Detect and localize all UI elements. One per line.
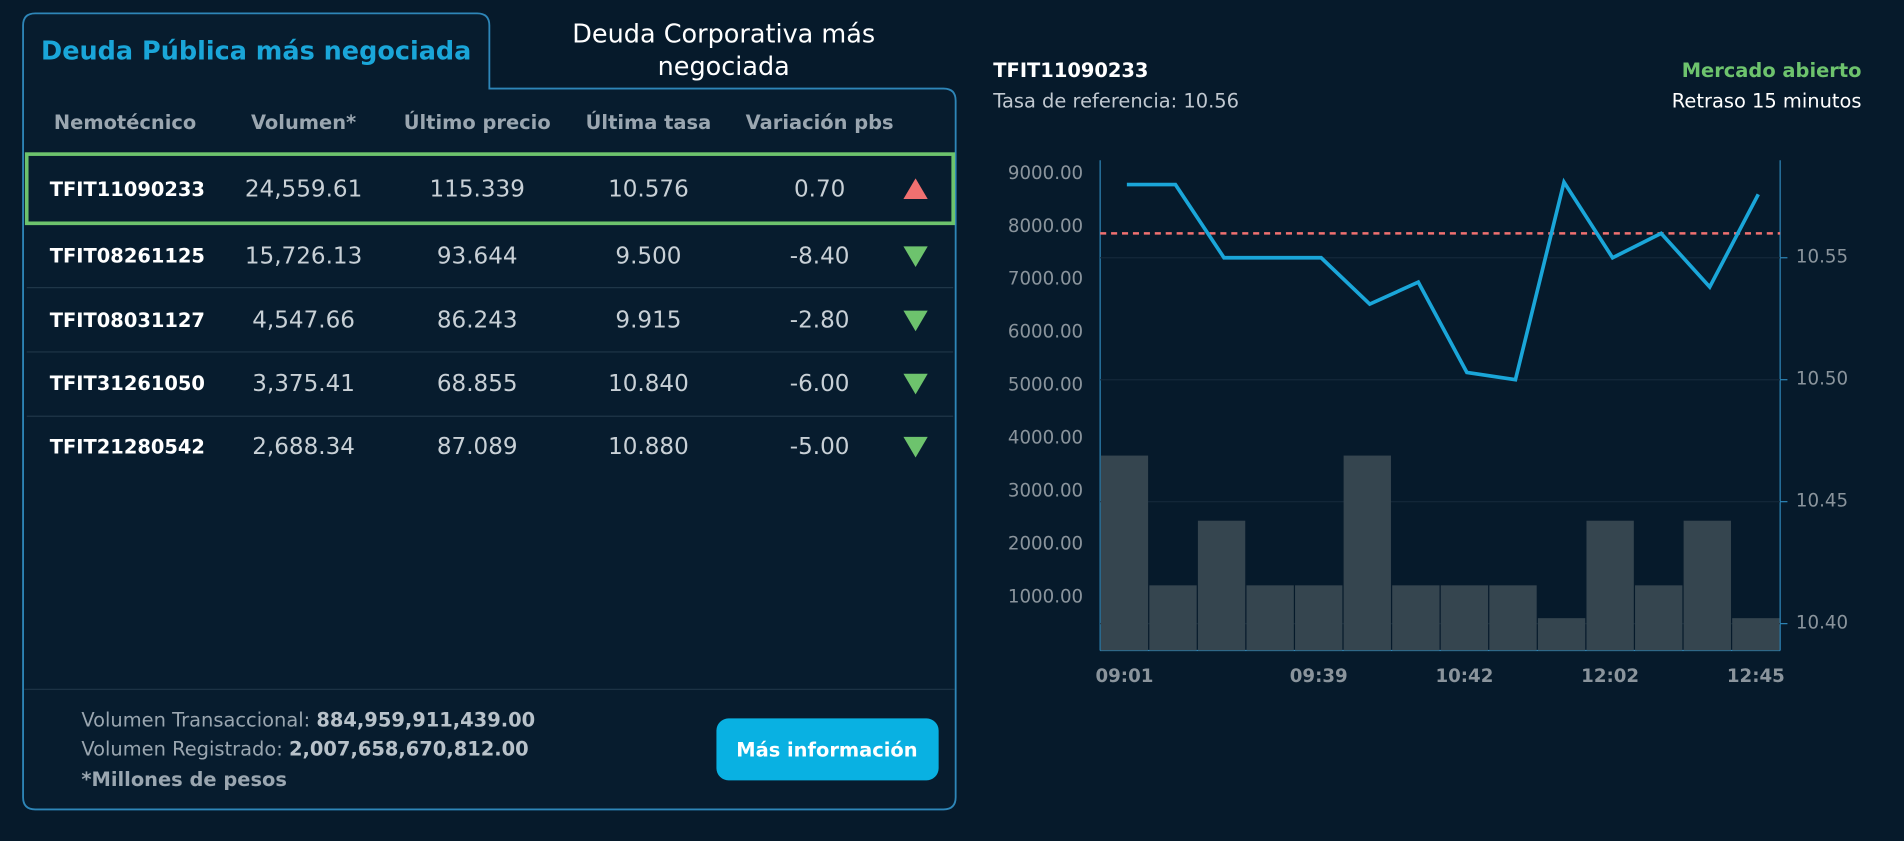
cell: 2,688.34 [252,433,355,460]
y2-tick-label: 10.50 [1796,369,1848,390]
y2-tick-label: 10.45 [1796,491,1848,512]
footer-line: Volumen Registrado: 2,007,658,670,812.00 [81,737,528,760]
panel-border [22,12,957,811]
y-tick-label: 5000.00 [1008,375,1083,396]
bar [1635,585,1683,651]
cell: 24,559.61 [244,175,363,203]
cell: 68.855 [436,370,518,397]
selected-row [24,152,956,226]
y-tick-label: 8000.00 [1008,216,1083,237]
bar [1489,585,1537,651]
cell: 9.915 [615,307,682,334]
cell-symbol: TFIT08031127 [49,308,205,332]
cell: 87.089 [436,433,518,460]
bar [1246,585,1294,651]
y-tick-label: 4000.00 [1008,428,1083,449]
bar [1343,455,1391,651]
cell: 9.500 [615,242,682,270]
label: Volumen Transaccional: [81,708,311,732]
y2-tick-label: 10.55 [1796,247,1848,268]
label: Volumen Registrado: [81,737,283,761]
market-status: Mercado abierto [1681,58,1862,82]
cell: 0.70 [793,175,846,203]
footnote: *Millones de pesos [81,767,287,791]
tab-active[interactable]: Deuda Pública más negociada [41,36,472,66]
cell: 86.243 [436,307,518,334]
x-tick-label: 09:39 [1290,666,1348,687]
cell: -8.40 [789,242,850,270]
value: 2,007,658,670,812.00 [289,737,529,761]
y-tick-label: 2000.00 [1008,534,1083,555]
cell-symbol: TFIT31261050 [49,371,205,396]
y-tick-label: 1000.00 [1008,587,1083,608]
bar [1100,455,1149,651]
cell-symbol: TFIT08261125 [49,244,205,268]
arrow-down [903,436,928,458]
cell: 93.644 [436,242,518,270]
column-header: Nemotécnico [53,111,197,135]
cell: -5.00 [789,433,850,460]
x-tick-label: 12:45 [1727,666,1785,687]
reference: Tasa de referencia: 10.56 [993,89,1239,112]
x-tick-label: 09:01 [1095,666,1153,687]
cell: 4,547.66 [252,307,355,334]
x-tick-label: 12:02 [1581,666,1639,687]
bar [1732,618,1780,651]
arrow-up [903,178,928,200]
y-tick-label: 7000.00 [1008,269,1083,290]
rate-line [1126,177,1760,382]
y-tick-label: 9000.00 [1008,163,1083,184]
y-tick-label: 3000.00 [1008,481,1083,502]
column-header: Variación pbs [745,111,894,135]
y-tick-label: 6000.00 [1008,322,1083,343]
bar [1683,520,1731,651]
chart-title: TFIT11090233 [993,58,1149,82]
value: 884,959,911,439.00 [316,708,536,732]
arrow-down [903,310,928,332]
cell-symbol: TFIT11090233 [49,177,205,201]
label: Tasa de referencia: [993,89,1178,113]
arrow-down [903,246,928,267]
cell: 10.880 [608,433,689,460]
footer-line: Volumen Transaccional: 884,959,911,439.0… [81,708,535,731]
bar [1440,585,1489,651]
bar [1392,585,1440,651]
more-info-button[interactable] [716,718,939,781]
cell-symbol: TFIT21280542 [49,435,205,459]
column-header: Último precio [403,111,551,135]
cell: 10.840 [608,370,689,397]
cell: -6.00 [789,370,850,397]
button-label[interactable]: Más información [736,738,918,762]
cell: 10.576 [608,175,689,203]
bar [1586,520,1634,651]
y2-tick-label: 10.40 [1796,613,1848,634]
column-header: Volumen* [250,111,357,135]
cell: -2.80 [789,307,850,334]
cell: 3,375.41 [252,370,355,397]
bar [1295,585,1343,651]
cell: 115.339 [429,175,525,203]
value: 10.56 [1183,89,1239,113]
bar [1537,618,1586,651]
column-header: Última tasa [585,111,712,135]
arrow-down [903,373,928,395]
market-delay: Retraso 15 minutos [1671,89,1862,113]
cell: 15,726.13 [244,242,363,270]
x-tick-label: 10:42 [1435,666,1493,687]
tab[interactable]: Deuda Corporativa más negociada [572,19,876,82]
bar [1149,585,1197,651]
bar [1197,520,1246,651]
